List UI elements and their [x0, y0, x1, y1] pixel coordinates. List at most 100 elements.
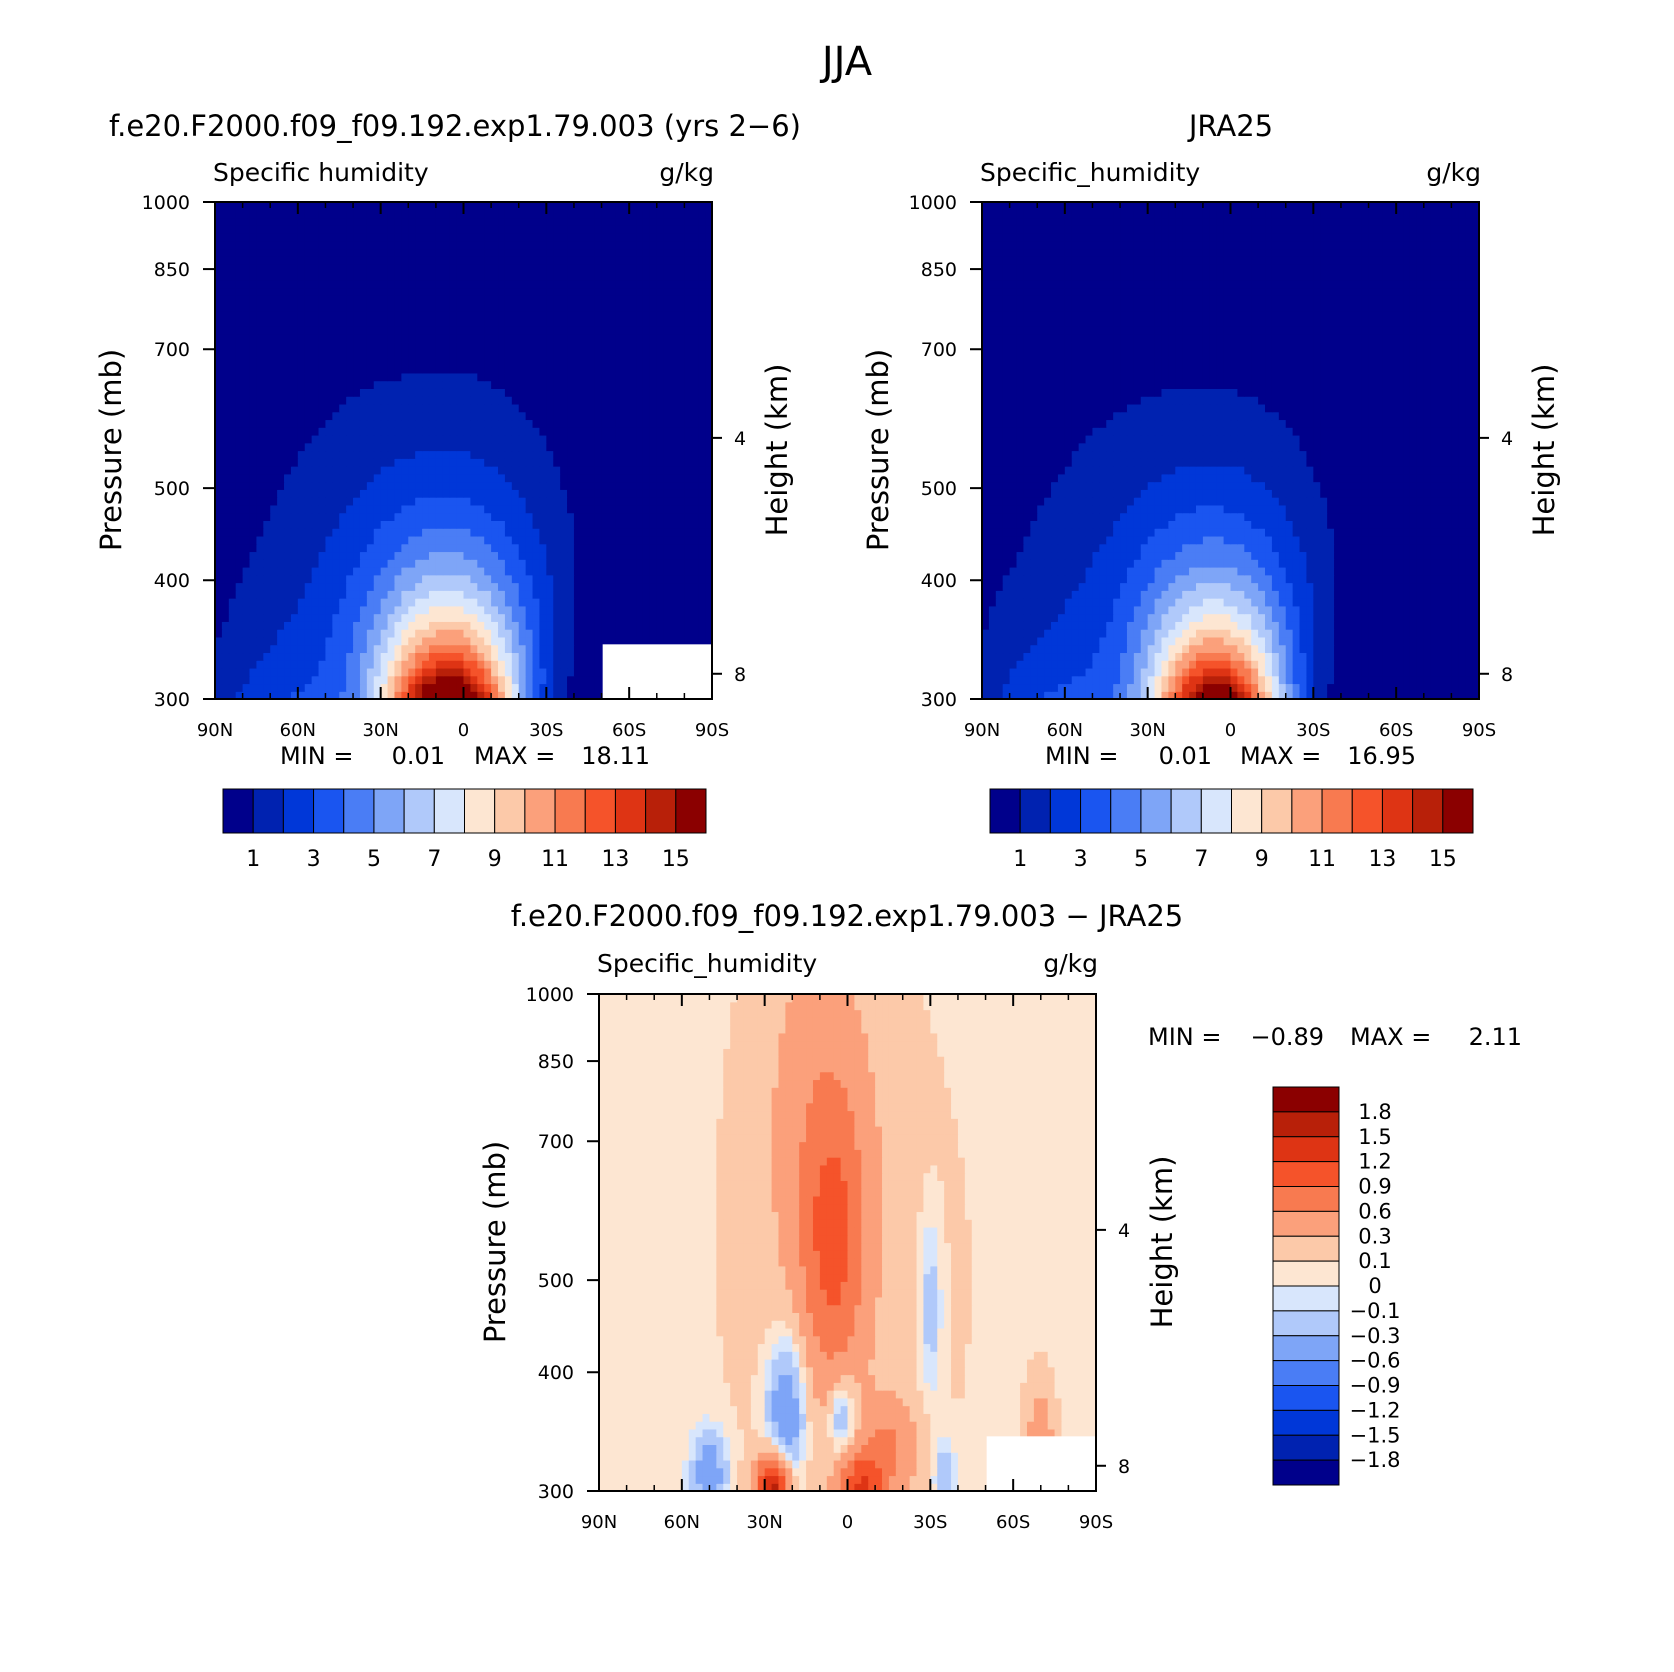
- contour-cell: [325, 551, 333, 560]
- contour-cell: [470, 380, 478, 389]
- contour-cell: [470, 372, 478, 382]
- contour-cell: [567, 660, 575, 669]
- contour-cell: [525, 295, 534, 304]
- contour-cell: [594, 318, 603, 327]
- contour-cell: [594, 605, 603, 615]
- contour-cell: [215, 605, 223, 615]
- contour-cell: [649, 427, 658, 436]
- contour-cell: [1327, 691, 1335, 699]
- contour-cell: [339, 660, 347, 669]
- contour-cell: [249, 271, 258, 281]
- contour-cell: [256, 388, 264, 397]
- contour-cell: [663, 264, 672, 273]
- contour-cell: [290, 240, 299, 250]
- contour-cell: [297, 233, 306, 242]
- contour-cell: [573, 271, 582, 281]
- contour-cell: [573, 489, 582, 498]
- contour-cell: [215, 582, 223, 591]
- contour-cell: [387, 598, 396, 607]
- contour-cell: [263, 442, 271, 452]
- contour-cell: [346, 458, 354, 467]
- contour-cell: [491, 613, 499, 622]
- contour-cell: [663, 551, 672, 560]
- contour-cell: [642, 403, 651, 413]
- contour-cell: [567, 466, 575, 475]
- contour-cell: [311, 349, 320, 358]
- contour-cell: [504, 202, 513, 211]
- contour-cell: [325, 590, 333, 599]
- contour-cell: [642, 256, 651, 265]
- contour-cell: [1451, 667, 1459, 677]
- contour-cell: [449, 566, 458, 576]
- contour-cell: [532, 497, 541, 506]
- contour-cell: [318, 310, 327, 320]
- contour-cell: [311, 202, 320, 211]
- contour-cell: [263, 419, 271, 428]
- contour-cell: [491, 209, 499, 219]
- contour-cell: [518, 497, 527, 506]
- contour-cell: [518, 566, 527, 576]
- contour-cell: [415, 233, 423, 242]
- contour-cell: [366, 481, 375, 490]
- contour-cell: [339, 582, 347, 591]
- contour-cell: [339, 675, 347, 685]
- contour-cell: [228, 264, 237, 273]
- contour-cell: [215, 466, 223, 475]
- contour-cell: [636, 279, 644, 289]
- contour-cell: [1368, 667, 1377, 677]
- contour-cell: [304, 256, 313, 265]
- contour-cell: [463, 489, 471, 498]
- contour-cell: [698, 590, 706, 599]
- contour-cell: [346, 497, 354, 506]
- contour-cell: [1044, 667, 1052, 677]
- contour-cell: [1361, 667, 1370, 677]
- contour-cell: [705, 295, 712, 304]
- contour-cell: [684, 629, 692, 638]
- contour-cell: [504, 504, 513, 514]
- contour-cell: [359, 528, 368, 537]
- contour-cell: [684, 264, 692, 273]
- contour-cell: [705, 396, 712, 405]
- contour-cell: [498, 613, 506, 622]
- contour-cell: [290, 528, 299, 537]
- contour-cell: [456, 566, 465, 576]
- contour-cell: [263, 372, 271, 382]
- contour-cell: [518, 691, 527, 699]
- contour-cell: [477, 202, 485, 211]
- contour-cell: [249, 225, 258, 234]
- contour-cell: [449, 598, 458, 607]
- contour-cell: [698, 310, 706, 320]
- contour-cell: [498, 566, 506, 576]
- contour-cell: [442, 512, 451, 521]
- contour-cell: [463, 629, 471, 638]
- contour-cell: [221, 675, 230, 685]
- contour-cell: [408, 504, 416, 514]
- contour-cell: [442, 302, 451, 312]
- contour-cell: [567, 481, 575, 490]
- contour-cell: [311, 644, 320, 654]
- contour-cell: [484, 551, 492, 560]
- contour-cell: [484, 497, 492, 506]
- contour-cell: [691, 582, 699, 591]
- contour-cell: [235, 279, 244, 289]
- contour-cell: [587, 590, 596, 599]
- contour-cell: [594, 535, 603, 545]
- contour-cell: [629, 582, 637, 591]
- contour-cell: [587, 660, 596, 669]
- contour-cell: [346, 396, 354, 405]
- contour-cell: [422, 497, 430, 506]
- contour-cell: [636, 372, 644, 382]
- contour-cell: [698, 372, 706, 382]
- contour-cell: [1465, 683, 1473, 692]
- contour-cell: [1285, 675, 1294, 685]
- contour-cell: [691, 613, 699, 622]
- contour-cell: [567, 209, 575, 219]
- contour-cell: [353, 225, 361, 234]
- contour-cell: [525, 652, 534, 661]
- contour-cell: [560, 434, 568, 444]
- contour-cell: [277, 233, 285, 242]
- contour-cell: [332, 380, 340, 389]
- contour-cell: [325, 326, 333, 335]
- contour-cell: [615, 248, 623, 257]
- contour-cell: [228, 380, 237, 389]
